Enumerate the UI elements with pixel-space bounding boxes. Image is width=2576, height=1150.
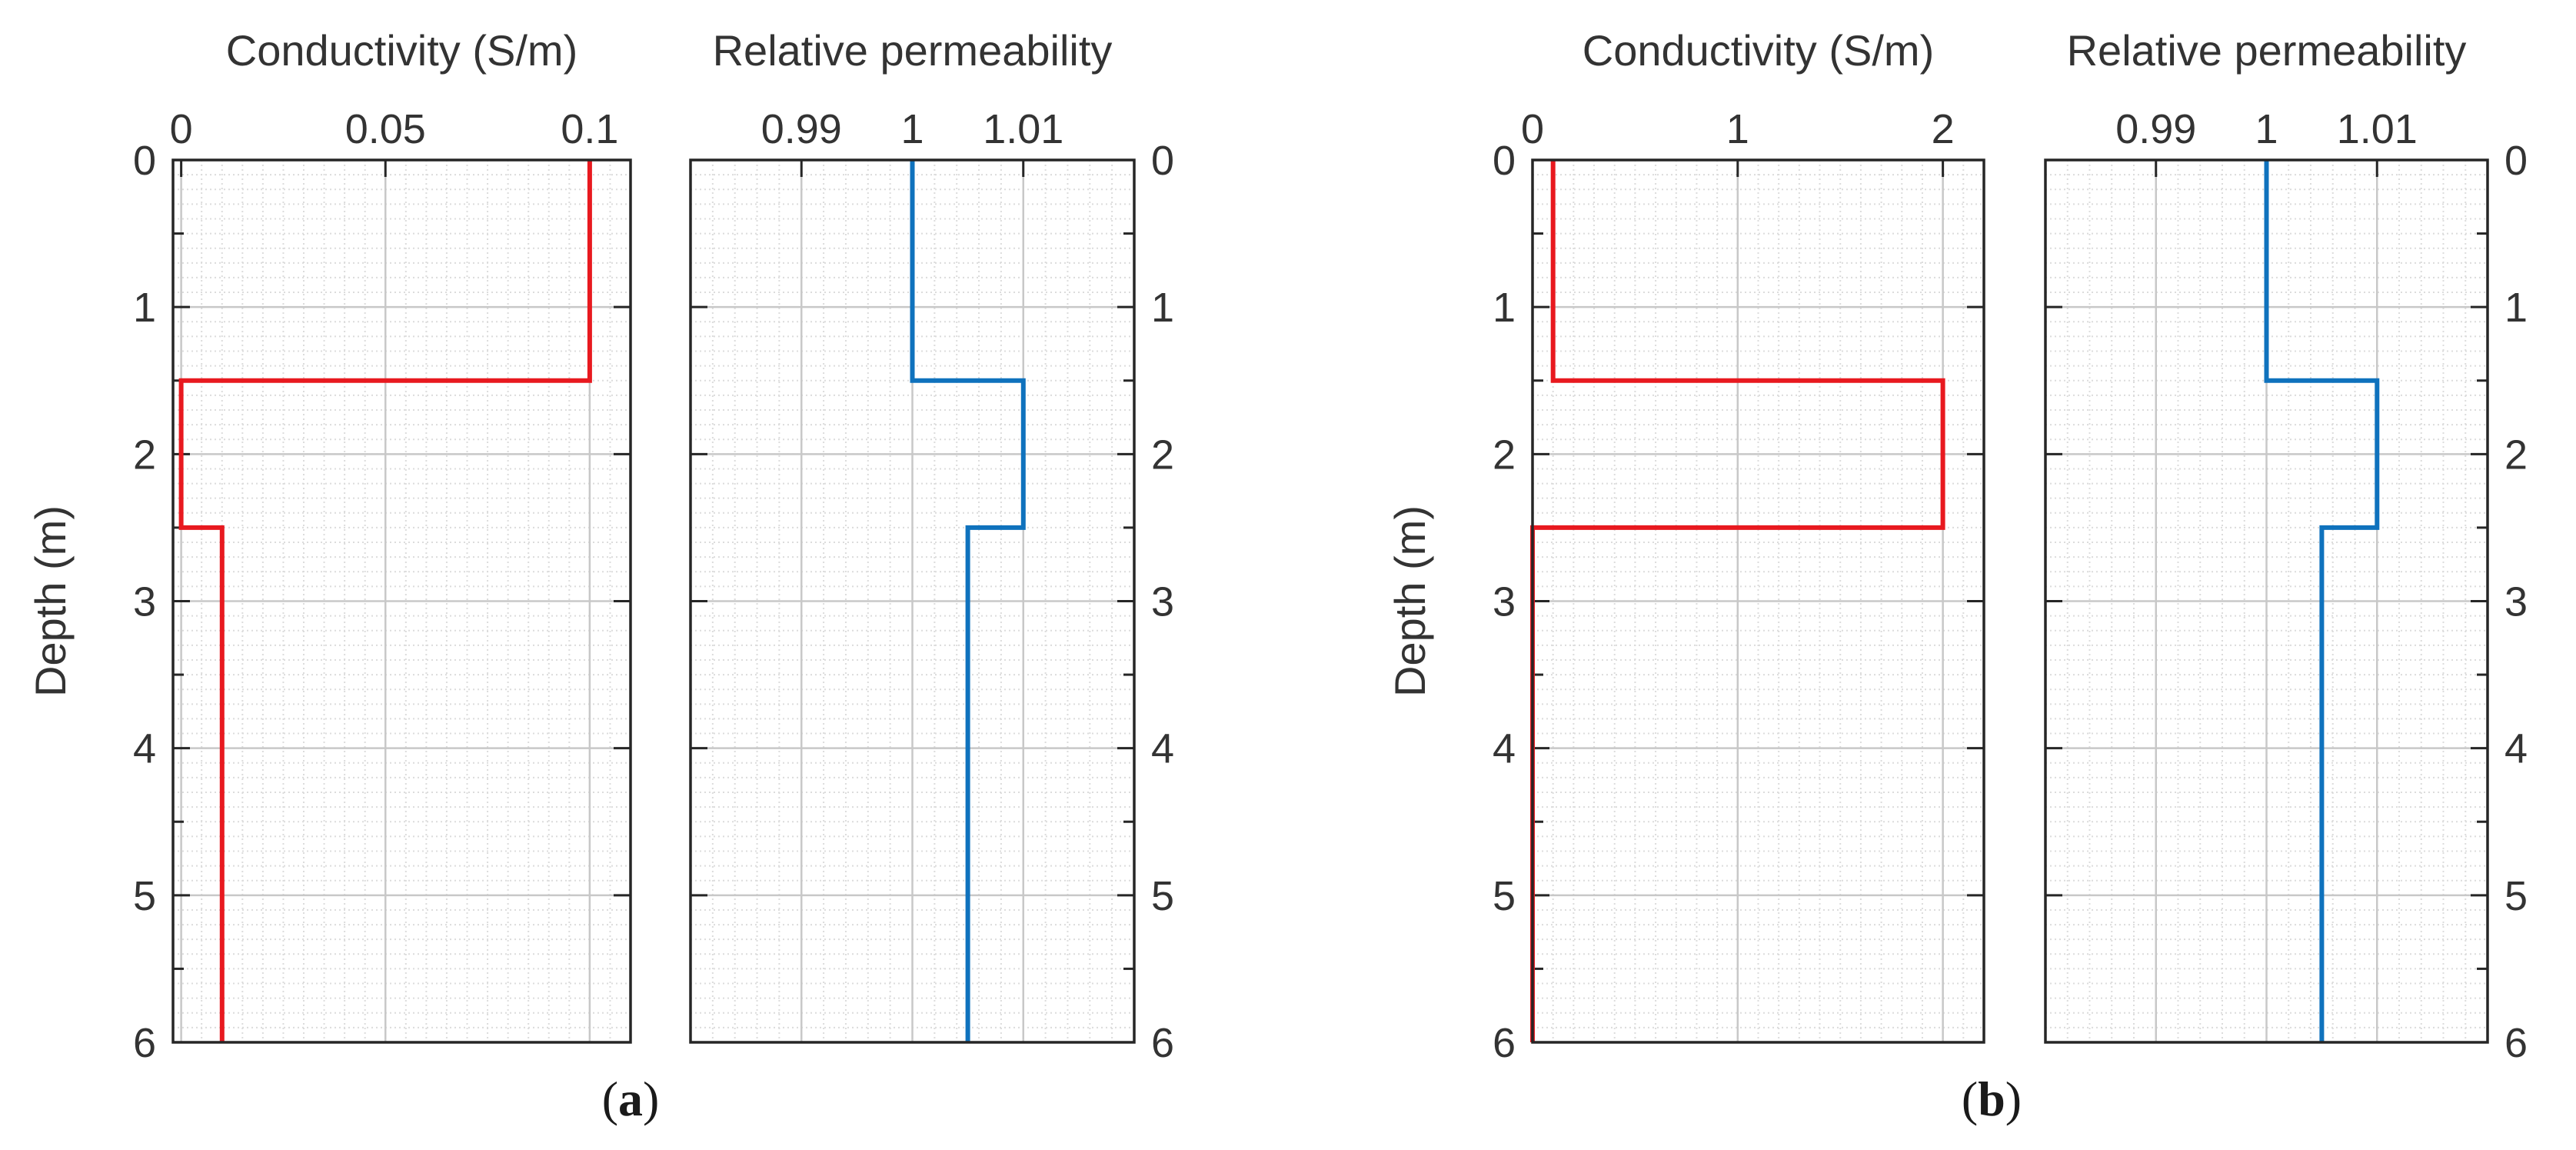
y-tick-label: 5 [1151, 873, 1174, 919]
y-tick-label: 2 [133, 432, 156, 478]
y-tick-label: 2 [1151, 432, 1174, 478]
y-tick-label: 6 [1151, 1020, 1174, 1066]
y-tick-label: 4 [1151, 726, 1174, 772]
y-tick-label: 6 [133, 1020, 156, 1066]
y-axis-label: Depth (m) [1386, 505, 1434, 697]
panel-label-a: (a) [601, 1072, 660, 1126]
y-tick-label: 6 [2504, 1020, 2528, 1066]
y-tick-label: 2 [2504, 432, 2528, 478]
axes-box [171, 158, 632, 1044]
y-tick-label: 3 [2504, 579, 2528, 625]
y-tick-label: 5 [2504, 873, 2528, 919]
x-tick-label: 1.01 [2337, 106, 2418, 152]
y-tick-label: 3 [133, 579, 156, 625]
axis-title: Conductivity (S/m) [226, 26, 577, 75]
y-tick-label: 0 [1151, 138, 1174, 184]
chart-panel-a-permeability: 0.99 1 1.01 0 1 2 3 4 5 6 Relative permeability [689, 26, 1174, 1066]
y-axis-label: Depth (m) [26, 505, 75, 697]
y-tick-label: 0 [133, 138, 156, 184]
x-tick-label: 1 [2255, 106, 2278, 152]
y-tick-label: 0 [1493, 138, 1516, 184]
panel-label-b: (b) [1961, 1072, 2022, 1126]
y-tick-label: 1 [1493, 285, 1516, 331]
axes-box [689, 158, 1136, 1044]
x-tick-label: 0.99 [2115, 106, 2196, 152]
y-tick-label: 5 [1493, 873, 1516, 919]
x-tick-label: 0.05 [345, 106, 426, 152]
y-tick-label: 1 [2504, 285, 2528, 331]
y-tick-label: 0 [2504, 138, 2528, 184]
y-tick-label: 1 [1151, 285, 1174, 331]
axis-title: Conductivity (S/m) [1583, 26, 1934, 75]
y-tick-label: 6 [1493, 1020, 1516, 1066]
x-tick-label: 2 [1932, 106, 1955, 152]
y-tick-label: 3 [1493, 579, 1516, 625]
y-tick-label: 2 [1493, 432, 1516, 478]
x-tick-label: 0.1 [561, 106, 618, 152]
series-line-permeability [2264, 160, 2380, 1042]
axes-box [1531, 158, 1985, 1044]
y-tick-label: 4 [2504, 726, 2528, 772]
axis-title: Relative permeability [2067, 26, 2467, 75]
x-tick-label: 0.99 [761, 106, 842, 152]
axis-title: Relative permeability [713, 26, 1113, 75]
x-tick-label: 1 [900, 106, 924, 152]
axes-box [2044, 158, 2489, 1044]
y-tick-label: 3 [1151, 579, 1174, 625]
chart-panel-a-conductivity: 0 0.05 0.1 0 1 2 3 4 5 6 Conductivity (S/m) Depth (… [26, 26, 632, 1066]
x-tick-label: 1 [1726, 106, 1749, 152]
y-tick-label: 1 [133, 285, 156, 331]
chart-panel-b-permeability: 0.99 1 1.01 0 1 2 3 4 5 6 Relative permeability [2044, 26, 2528, 1066]
series-line-conductivity [178, 160, 592, 1042]
y-tick-label: 4 [133, 726, 156, 772]
x-tick-label: 0 [170, 106, 193, 152]
chart-panel-b-conductivity: 0 1 2 0 1 2 3 4 5 6 Conductivity (S/m) Depth (m) [1386, 26, 1985, 1066]
x-tick-label: 1.01 [983, 106, 1063, 152]
y-tick-label: 5 [133, 873, 156, 919]
x-tick-label: 0 [1521, 106, 1544, 152]
series-line-permeability [910, 160, 1026, 1042]
y-tick-label: 4 [1493, 726, 1516, 772]
